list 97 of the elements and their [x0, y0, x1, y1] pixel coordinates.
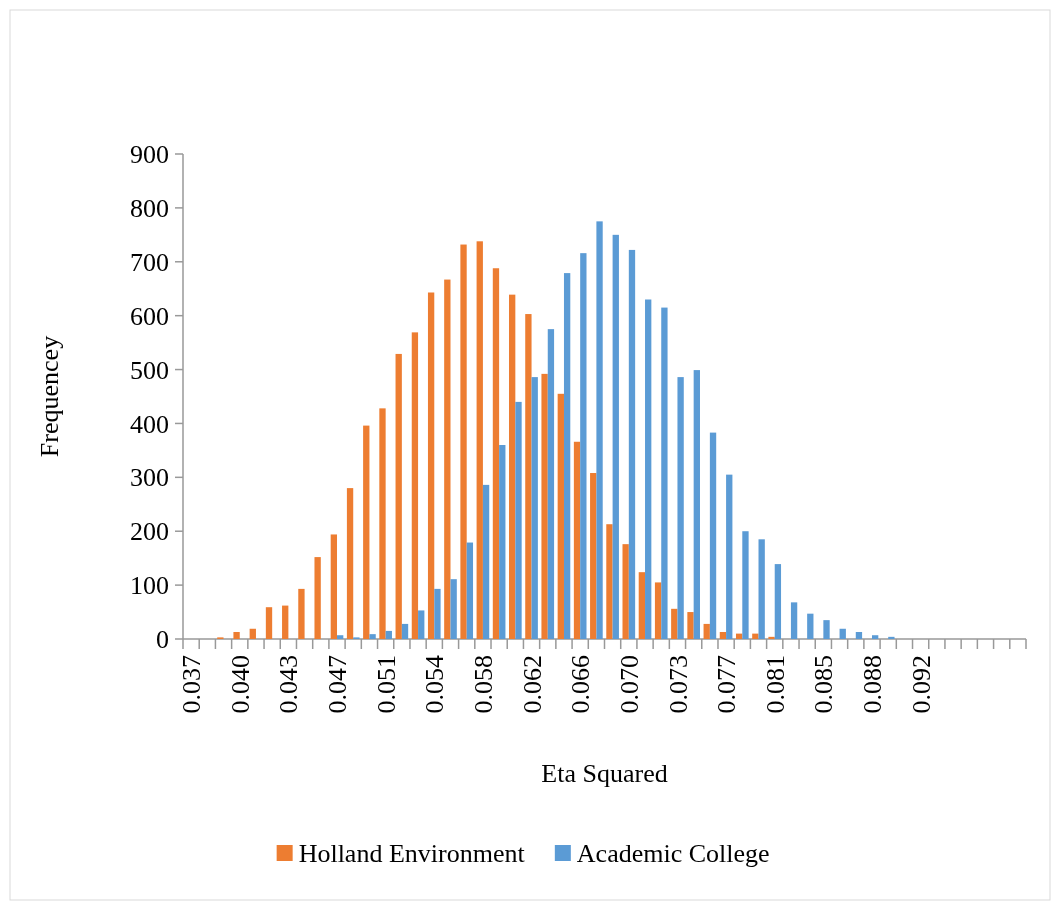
bar	[379, 408, 386, 639]
bar	[654, 582, 662, 639]
bar	[265, 607, 273, 639]
bar	[790, 602, 798, 639]
bar	[871, 635, 879, 639]
x-tick-label: 0.092	[906, 655, 936, 714]
bar	[774, 564, 782, 639]
bar	[606, 524, 613, 639]
bar	[385, 630, 392, 639]
bar	[233, 631, 240, 639]
y-tick-label: 200	[130, 517, 169, 547]
x-tick-label: 0.077	[712, 655, 742, 714]
y-tick-label: 600	[130, 301, 169, 331]
bar	[703, 623, 710, 639]
bar	[645, 299, 652, 639]
bar	[661, 307, 668, 639]
bar	[499, 445, 506, 639]
bar	[492, 268, 500, 639]
bar	[363, 425, 370, 639]
bar	[482, 484, 490, 639]
x-tick-label: 0.066	[566, 655, 596, 714]
x-tick-label: 0.047	[323, 655, 353, 714]
legend-label: Holland Environment	[298, 839, 526, 869]
bar	[719, 631, 727, 639]
bar	[823, 620, 830, 639]
bar	[541, 373, 548, 639]
bar	[298, 588, 305, 639]
bar	[628, 249, 636, 639]
bar	[709, 432, 717, 639]
y-tick-label: 100	[130, 571, 169, 601]
y-tick-label: 400	[130, 409, 169, 439]
bar	[515, 401, 522, 639]
bar	[855, 631, 863, 639]
bar	[563, 273, 571, 639]
bar	[444, 279, 451, 639]
x-tick-label: 0.073	[663, 655, 693, 714]
bar	[677, 377, 684, 639]
bar	[427, 292, 435, 639]
y-tick-label: 800	[130, 193, 169, 223]
bar	[337, 635, 344, 639]
bar	[547, 329, 555, 639]
y-tick-label: 0	[156, 625, 169, 655]
bar	[807, 613, 814, 639]
bar	[531, 377, 538, 639]
x-tick-label: 0.043	[274, 655, 304, 714]
bar	[573, 441, 581, 639]
x-tick-label: 0.040	[225, 655, 255, 714]
bar	[476, 241, 483, 639]
bar	[434, 588, 441, 639]
y-tick-label: 900	[130, 140, 169, 170]
y-tick-label: 700	[130, 247, 169, 277]
bar	[768, 636, 775, 639]
bar	[369, 634, 376, 639]
x-tick-label: 0.085	[809, 655, 839, 714]
bar	[671, 608, 678, 639]
bar	[596, 221, 603, 639]
bar	[687, 612, 694, 639]
bar	[509, 294, 516, 639]
bar	[346, 488, 354, 639]
x-tick-label: 0.051	[371, 655, 401, 714]
bar	[557, 393, 564, 639]
x-axis-title: Eta Squared	[541, 759, 668, 788]
bar	[314, 557, 321, 639]
bar	[282, 605, 289, 639]
x-tick-label: 0.070	[614, 655, 644, 714]
bar	[460, 244, 467, 639]
x-tick-label: 0.062	[517, 655, 547, 714]
bar	[590, 473, 597, 639]
x-tick-label: 0.054	[420, 655, 450, 714]
bar	[726, 474, 733, 639]
bar	[411, 332, 419, 639]
y-tick-label: 300	[130, 463, 169, 493]
bar	[525, 314, 532, 639]
bar	[450, 579, 457, 639]
x-tick-label: 0.081	[760, 655, 790, 714]
x-tick-label: 0.058	[469, 655, 499, 714]
bar	[580, 253, 587, 639]
x-tick-label: 0.037	[177, 655, 207, 714]
bar	[395, 353, 402, 639]
bar	[758, 539, 765, 639]
bar	[401, 623, 409, 639]
y-tick-label: 500	[130, 355, 169, 385]
bar	[752, 633, 759, 639]
bar	[622, 544, 629, 639]
legend-label: Academic College	[576, 839, 770, 869]
bar	[466, 542, 474, 639]
bar	[249, 628, 256, 639]
bar	[612, 234, 619, 639]
bar	[888, 636, 895, 639]
x-tick-label: 0.088	[858, 655, 888, 714]
y-axis-title: Frequencey	[35, 335, 64, 458]
bar	[839, 628, 846, 639]
bar	[638, 572, 646, 639]
bar	[418, 610, 425, 639]
bar	[742, 531, 749, 639]
bar	[693, 370, 700, 639]
bar	[330, 534, 338, 639]
